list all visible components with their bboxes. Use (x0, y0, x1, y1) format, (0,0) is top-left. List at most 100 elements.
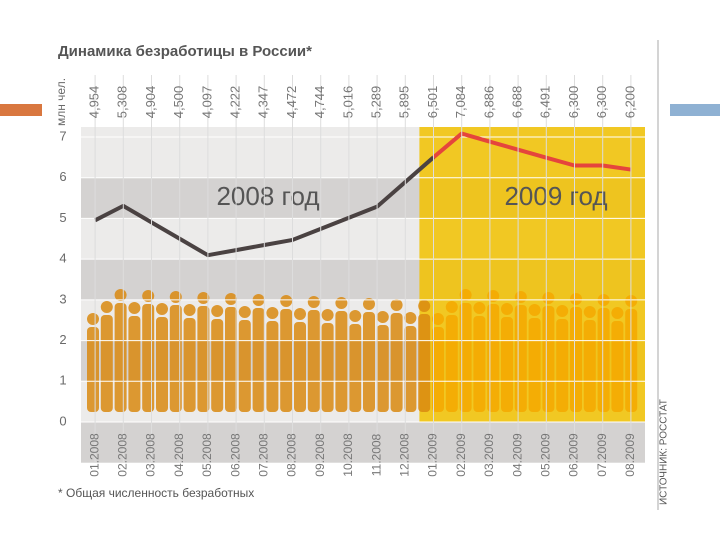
value-label: 4,097 (199, 86, 214, 119)
value-label: 4,222 (228, 86, 243, 119)
value-label: 4,500 (171, 86, 186, 119)
annotation: 2009 год (504, 181, 607, 211)
silhouette (349, 310, 362, 322)
x-tick-label: 02.2009 (454, 433, 468, 477)
silhouette (363, 312, 375, 412)
silhouette (459, 303, 472, 412)
silhouette (114, 289, 127, 301)
silhouette (528, 318, 541, 412)
silhouette (307, 296, 320, 308)
silhouette (87, 327, 99, 412)
value-label: 4,744 (312, 86, 327, 119)
value-label: 6,886 (481, 86, 496, 119)
silhouette (156, 303, 168, 315)
silhouette (100, 315, 113, 412)
x-tick-label: 03.2008 (144, 433, 158, 477)
x-tick-label: 03.2009 (482, 433, 496, 477)
value-label: 5,016 (340, 86, 355, 119)
band (81, 422, 645, 463)
value-label: 6,688 (510, 86, 525, 119)
y-tick-label: 0 (59, 413, 66, 428)
x-tick-label: 07.2008 (256, 433, 270, 477)
silhouette (321, 323, 334, 412)
silhouette (514, 305, 527, 412)
y-tick-label: 7 (59, 128, 66, 143)
silhouette (183, 318, 196, 412)
x-tick-label: 04.2009 (510, 433, 524, 477)
silhouette (280, 309, 293, 412)
y-tick-label: 2 (59, 332, 66, 347)
value-label: 6,501 (425, 86, 440, 119)
silhouette (432, 313, 444, 325)
silhouette (611, 321, 624, 412)
silhouette (418, 300, 431, 312)
slide-accent (0, 104, 42, 116)
x-tick-label: 09.2008 (313, 433, 327, 477)
x-tick-label: 07.2009 (595, 433, 609, 477)
silhouette (321, 309, 334, 321)
silhouette (542, 292, 555, 304)
value-label: 6,200 (622, 86, 637, 119)
silhouette (280, 295, 293, 307)
silhouette (114, 303, 127, 412)
value-label: 5,289 (369, 86, 384, 119)
silhouette (335, 297, 348, 309)
line (432, 131, 632, 172)
silhouette (294, 322, 306, 412)
silhouette (238, 320, 251, 412)
silhouette (487, 304, 500, 412)
silhouette (100, 301, 113, 313)
silhouette (418, 314, 431, 412)
silhouette (376, 325, 389, 412)
silhouette (252, 308, 265, 412)
silhouette (445, 315, 458, 412)
y-tick-label: 1 (59, 373, 66, 388)
silhouette (376, 311, 389, 323)
chart-title: Динамика безработицы в России* (58, 43, 312, 60)
x-tick-label: 11.2008 (369, 433, 383, 476)
silhouette (238, 306, 251, 318)
silhouette (597, 308, 610, 412)
silhouette (335, 311, 348, 412)
silhouette (156, 317, 168, 412)
value-label: 7,084 (453, 86, 468, 119)
silhouette (542, 306, 555, 412)
silhouette (197, 306, 210, 412)
x-tick-label: 06.2009 (567, 433, 581, 477)
footnote: * Общая численность безработных (58, 486, 254, 500)
silhouette (583, 320, 596, 412)
silhouette (128, 316, 141, 412)
x-tick-label: 08.2008 (285, 433, 299, 477)
x-tick-label: 02.2008 (115, 433, 129, 477)
x-tick-label: 05.2009 (538, 433, 552, 477)
silhouette (445, 301, 458, 313)
silhouette (459, 289, 472, 301)
x-tick-label: 10.2008 (341, 433, 355, 477)
x-tick-label: 05.2008 (200, 433, 214, 477)
silhouette (266, 307, 279, 319)
value-label: 4,472 (284, 86, 299, 119)
value-label: 5,895 (397, 86, 412, 119)
silhouette (87, 313, 99, 325)
silhouette (570, 293, 582, 305)
x-tick-label: 12.2008 (397, 433, 411, 477)
silhouette (390, 299, 403, 311)
silhouette (501, 317, 513, 412)
value-label: 4,347 (256, 86, 271, 119)
silhouette (390, 313, 403, 412)
value-label: 5,308 (115, 86, 130, 119)
y-tick-label: 5 (59, 210, 66, 225)
value-label: 6,300 (594, 86, 609, 119)
value-label: 4,954 (87, 86, 102, 119)
silhouette (473, 316, 486, 412)
silhouette (307, 310, 320, 412)
silhouette (266, 321, 279, 412)
silhouette (611, 307, 624, 319)
silhouette (556, 319, 569, 412)
silhouette (225, 293, 237, 305)
y-tick-label: 3 (59, 291, 66, 306)
y-tick-label: 6 (59, 169, 66, 184)
source: ИСТОЧНИК: РОССТАТ (659, 399, 670, 505)
x-tick-label: 01.2008 (87, 433, 101, 477)
